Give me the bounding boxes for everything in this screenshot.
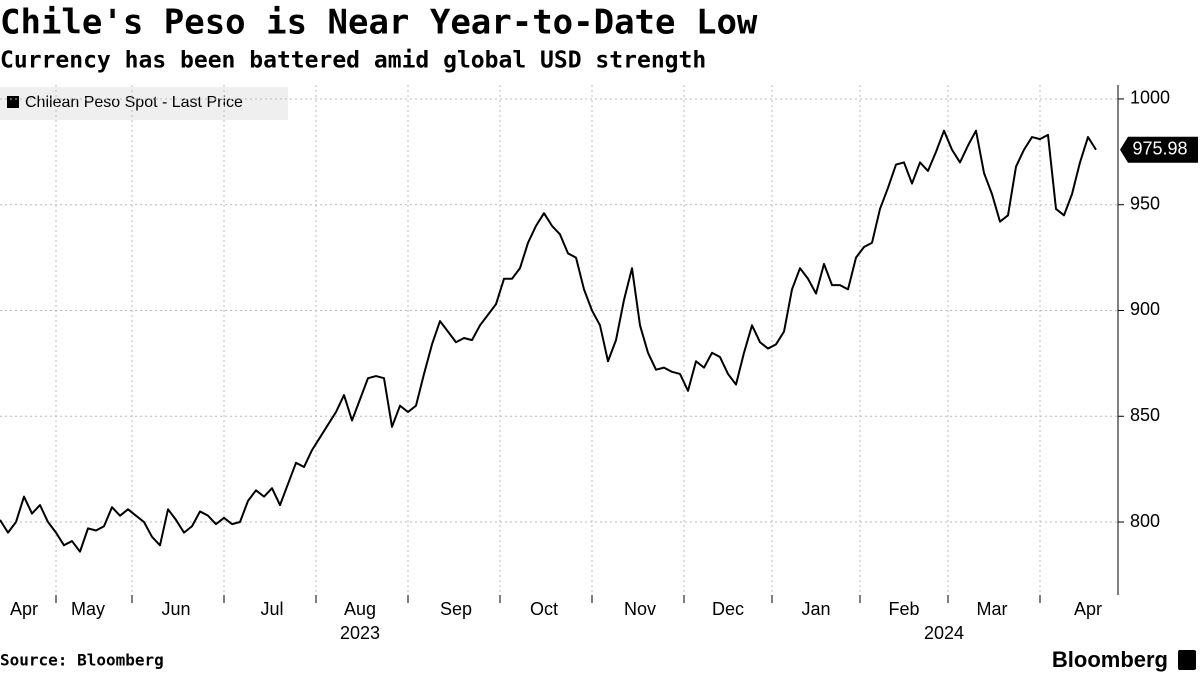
legend-swatch: [7, 96, 19, 108]
y-tick-label: 800: [1130, 511, 1160, 531]
x-tick-label: Apr: [1074, 599, 1102, 619]
series-line: [0, 129, 1097, 553]
x-tick-label: Dec: [712, 599, 744, 619]
legend-label: Chilean Peso Spot - Last Price: [25, 94, 243, 111]
brand-icon: [1178, 650, 1196, 670]
x-tick-label: Feb: [888, 599, 919, 619]
y-tick-label: 900: [1130, 299, 1160, 319]
x-tick-label: May: [71, 599, 105, 619]
x-tick-label: Jun: [161, 599, 190, 619]
y-tick-label: 850: [1130, 405, 1160, 425]
year-label: 2024: [924, 623, 964, 643]
x-tick-label: Jan: [801, 599, 830, 619]
last-value-badge: [1120, 136, 1198, 163]
x-tick-label: Aug: [344, 599, 376, 619]
x-tick-label: Mar: [977, 599, 1008, 619]
legend-box: [0, 87, 288, 120]
chart-title: Chile's Peso is Near Year-to-Date Low: [0, 3, 758, 43]
y-tick-label: 1000: [1130, 88, 1170, 108]
y-tick-label: 950: [1130, 193, 1160, 213]
x-tick-label: Jul: [260, 599, 283, 619]
x-tick-label: Apr: [10, 599, 38, 619]
chart-subtitle: Currency has been battered amid global U…: [0, 48, 706, 74]
x-tick-label: Oct: [530, 599, 558, 619]
source: Source: Bloomberg: [0, 651, 164, 670]
brand: Bloomberg: [1052, 647, 1168, 672]
last-value-label: 975.98: [1132, 139, 1187, 159]
x-tick-label: Nov: [624, 599, 656, 619]
x-tick-label: Sep: [440, 599, 472, 619]
year-label: 2023: [340, 623, 380, 643]
